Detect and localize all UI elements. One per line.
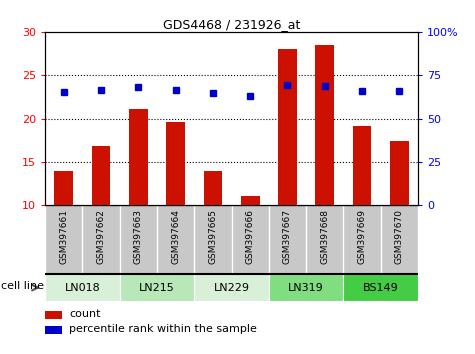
Bar — [390, 141, 408, 205]
Text: LN018: LN018 — [65, 282, 100, 293]
Bar — [120, 274, 194, 301]
Bar — [45, 311, 62, 319]
Text: GSM397661: GSM397661 — [59, 209, 68, 264]
Bar — [269, 274, 343, 301]
Text: LN229: LN229 — [214, 282, 249, 293]
Text: GSM397667: GSM397667 — [283, 209, 292, 264]
Text: GSM397666: GSM397666 — [246, 209, 255, 264]
Bar — [166, 122, 185, 205]
Text: GSM397669: GSM397669 — [358, 209, 367, 264]
Bar — [55, 171, 73, 205]
Text: count: count — [69, 309, 101, 319]
Text: cell line: cell line — [1, 281, 44, 291]
Bar — [92, 146, 110, 205]
Bar — [315, 45, 334, 205]
Bar — [204, 171, 222, 205]
Text: GSM397662: GSM397662 — [96, 209, 105, 264]
Text: GSM397663: GSM397663 — [134, 209, 143, 264]
Text: LN215: LN215 — [139, 282, 175, 293]
Text: GSM397664: GSM397664 — [171, 209, 180, 264]
Text: GSM397668: GSM397668 — [320, 209, 329, 264]
Text: GSM397665: GSM397665 — [209, 209, 218, 264]
Bar — [129, 109, 148, 205]
Title: GDS4468 / 231926_at: GDS4468 / 231926_at — [163, 18, 300, 31]
Bar — [45, 326, 62, 333]
Text: LN319: LN319 — [288, 282, 324, 293]
Bar — [353, 126, 371, 205]
Bar — [194, 274, 269, 301]
Bar — [241, 196, 259, 205]
Bar — [343, 274, 418, 301]
Bar — [45, 274, 120, 301]
Text: percentile rank within the sample: percentile rank within the sample — [69, 324, 257, 334]
Text: GSM397670: GSM397670 — [395, 209, 404, 264]
Bar — [278, 49, 297, 205]
Text: BS149: BS149 — [363, 282, 399, 293]
